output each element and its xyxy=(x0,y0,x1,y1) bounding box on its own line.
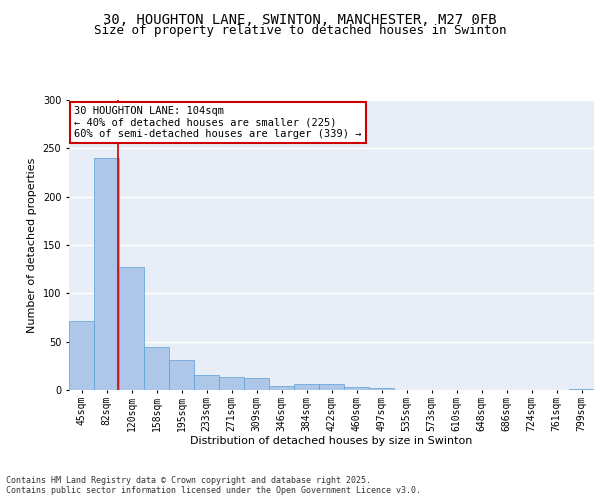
Text: 30, HOUGHTON LANE, SWINTON, MANCHESTER, M27 0FB: 30, HOUGHTON LANE, SWINTON, MANCHESTER, … xyxy=(103,12,497,26)
Bar xyxy=(219,378,244,390)
X-axis label: Distribution of detached houses by size in Swinton: Distribution of detached houses by size … xyxy=(190,436,473,446)
Bar xyxy=(244,378,269,390)
Text: 30 HOUGHTON LANE: 104sqm
← 40% of detached houses are smaller (225)
60% of semi-: 30 HOUGHTON LANE: 104sqm ← 40% of detach… xyxy=(74,106,362,139)
Y-axis label: Number of detached properties: Number of detached properties xyxy=(27,158,37,332)
Bar xyxy=(569,389,594,390)
Bar xyxy=(144,348,169,390)
Bar xyxy=(369,388,394,390)
Bar xyxy=(69,322,94,390)
Bar xyxy=(94,158,119,390)
Text: Size of property relative to detached houses in Swinton: Size of property relative to detached ho… xyxy=(94,24,506,37)
Bar xyxy=(344,387,369,390)
Bar xyxy=(194,374,219,390)
Bar xyxy=(269,386,294,390)
Text: Contains HM Land Registry data © Crown copyright and database right 2025.
Contai: Contains HM Land Registry data © Crown c… xyxy=(6,476,421,495)
Bar xyxy=(319,384,344,390)
Bar xyxy=(294,384,319,390)
Bar xyxy=(169,360,194,390)
Bar xyxy=(119,267,144,390)
